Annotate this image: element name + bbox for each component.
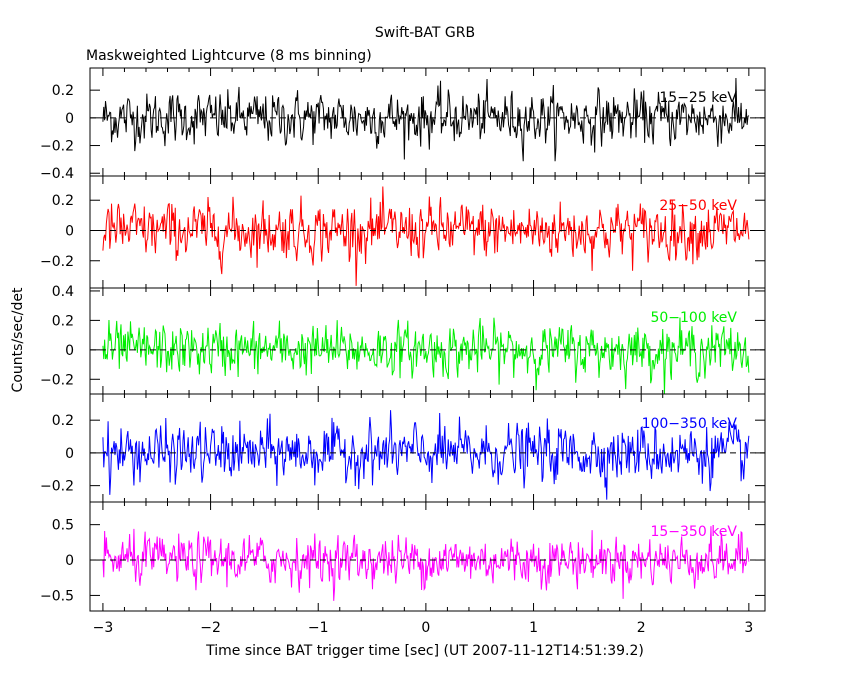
chart-title: Swift-BAT GRB xyxy=(375,25,475,41)
y-tick-label: −0.4 xyxy=(40,166,74,182)
x-axis-label: Time since BAT trigger time [sec] (UT 20… xyxy=(205,643,644,659)
lightcurve-series-4 xyxy=(102,410,750,500)
y-tick-label: −0.2 xyxy=(40,254,74,270)
y-tick-label: −0.2 xyxy=(40,479,74,495)
x-tick-label: 0 xyxy=(421,620,430,636)
y-tick-label: 0.2 xyxy=(52,193,74,209)
y-tick-label: 0.4 xyxy=(52,284,74,300)
y-tick-label: −0.2 xyxy=(40,139,74,155)
energy-band-label-1: 15−25 keV xyxy=(659,90,737,106)
panel-5: −0.5 0 0.5 15−350 keV xyxy=(40,501,766,612)
y-tick-label: −0.5 xyxy=(40,588,74,604)
y-tick-label: 0 xyxy=(65,223,74,239)
lightcurve-series-1 xyxy=(102,77,750,162)
x-tick-label: 3 xyxy=(744,620,753,636)
y-axis-label: Counts/sec/det xyxy=(10,287,26,392)
y-tick-label: 0.5 xyxy=(52,518,74,534)
chart-subtitle: Maskweighted Lightcurve (8 ms binning) xyxy=(86,48,372,64)
x-tick-label: −2 xyxy=(200,620,221,636)
panel-3: −0.2 0 0.2 0.4 50−100 keV xyxy=(40,284,766,395)
energy-band-label-2: 25−50 keV xyxy=(659,198,737,214)
x-tick-label: −3 xyxy=(93,620,114,636)
lightcurve-series-2 xyxy=(102,186,750,286)
panels-group: −0.4−0.200.2 15−25 keV−0.200.2 25−50 keV−0… xyxy=(40,67,766,612)
energy-band-label-5: 15−350 keV xyxy=(650,524,737,540)
y-tick-label: 0 xyxy=(65,446,74,462)
energy-band-label-3: 50−100 keV xyxy=(650,310,737,326)
x-tick-label: 1 xyxy=(529,620,538,636)
y-tick-label: 0 xyxy=(65,111,74,127)
y-tick-label: 0.2 xyxy=(52,413,74,429)
y-tick-label: 0.2 xyxy=(52,313,74,329)
x-tick-label: 2 xyxy=(637,620,646,636)
panel-4: −0.2 0 0.2 100−350 keV xyxy=(40,393,766,503)
panel-frame-5 xyxy=(89,501,766,612)
panel-2: −0.2 0 0.2 25−50 keV xyxy=(40,175,766,289)
panel-1: −0.4 −0.2 0 0.2 15−25 keV xyxy=(40,67,766,182)
y-tick-label: 0 xyxy=(65,553,74,569)
y-tick-label: 0 xyxy=(65,343,74,359)
lightcurve-series-3 xyxy=(102,317,750,395)
y-tick-label: 0.2 xyxy=(52,83,74,99)
y-tick-label: −0.2 xyxy=(40,372,74,388)
energy-band-label-4: 100−350 keV xyxy=(642,416,738,432)
x-tick-label: −1 xyxy=(308,620,329,636)
x-axis: −3 −2 −1 0 1 2 3 xyxy=(93,620,754,636)
